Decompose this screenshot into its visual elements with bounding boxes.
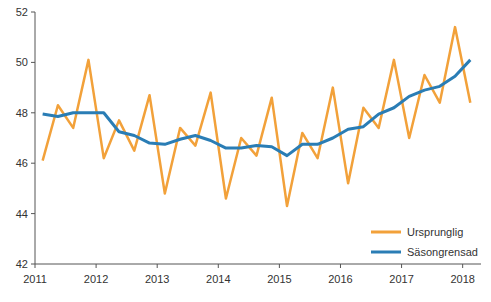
legend-label: Ursprunglig — [407, 226, 463, 238]
legend-swatch — [371, 251, 401, 254]
x-tick-label: 2012 — [84, 273, 108, 285]
y-tick — [31, 112, 35, 113]
x-tick — [157, 264, 158, 268]
y-tick — [31, 62, 35, 63]
x-tick — [218, 264, 219, 268]
x-tick — [279, 264, 280, 268]
x-tick-label: 2014 — [206, 273, 230, 285]
x-tick — [340, 264, 341, 268]
x-tick-label: 2013 — [145, 273, 169, 285]
y-tick-label: 44 — [16, 208, 28, 220]
y-tick-label: 42 — [16, 258, 28, 270]
series-line — [43, 27, 471, 206]
x-tick-label: 2016 — [328, 273, 352, 285]
y-tick-label: 52 — [16, 6, 28, 18]
y-tick-label: 48 — [16, 107, 28, 119]
y-axis — [35, 12, 36, 264]
plot-area — [43, 27, 471, 206]
x-tick-label: 2017 — [389, 273, 413, 285]
chart: 42 44 46 48 50 52 2011 2012 2013 2014 2015 2016 2017… — [0, 0, 491, 302]
x-tick — [35, 264, 36, 268]
y-tick-label: 46 — [16, 157, 28, 169]
x-tick — [401, 264, 402, 268]
series-line — [43, 60, 471, 156]
legend-swatch — [371, 231, 401, 234]
x-axis — [35, 264, 481, 265]
legend-label: Säsongrensad — [407, 246, 478, 258]
x-tick — [462, 264, 463, 268]
y-tick — [31, 12, 35, 13]
x-tick-label: 2015 — [267, 273, 291, 285]
x-tick-label: 2018 — [450, 273, 474, 285]
y-tick — [31, 264, 35, 265]
y-tick-label: 50 — [16, 56, 28, 68]
y-tick — [31, 163, 35, 164]
y-tick — [31, 213, 35, 214]
x-tick — [96, 264, 97, 268]
x-tick-label: 2011 — [23, 273, 47, 285]
